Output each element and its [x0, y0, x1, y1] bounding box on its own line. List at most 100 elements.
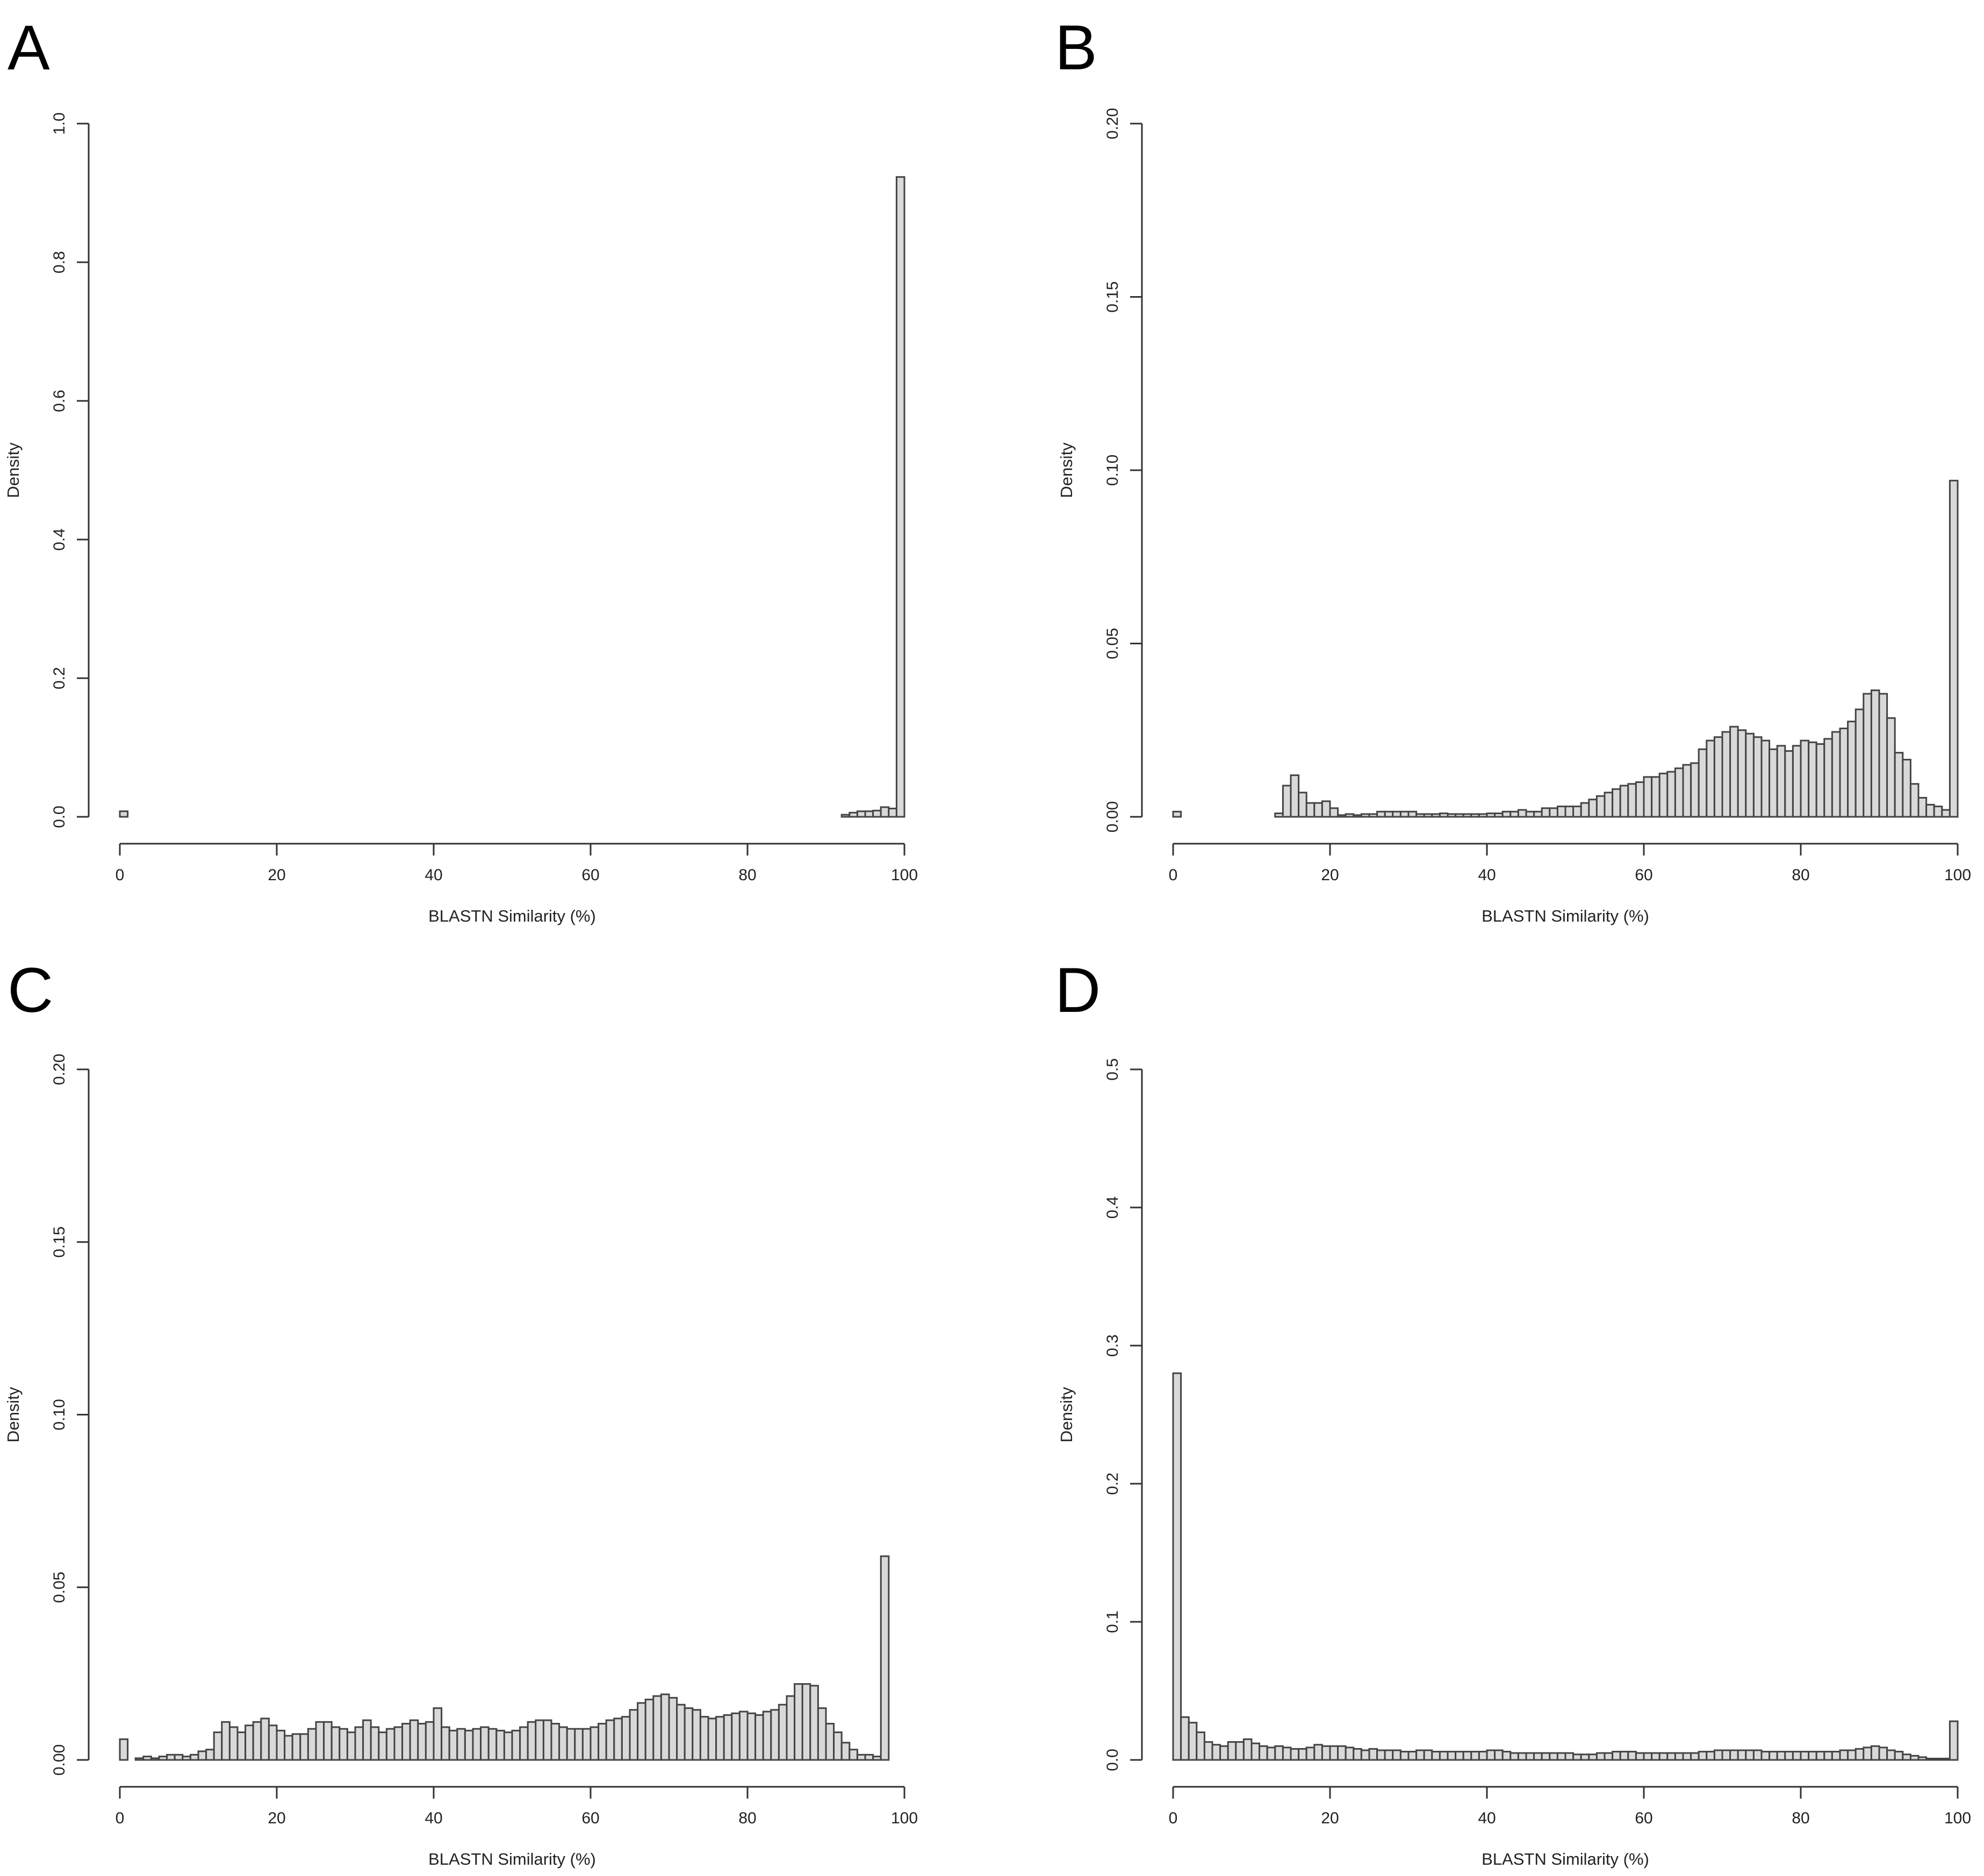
histogram-bar-c — [699, 1716, 709, 1761]
histogram-bar-c — [629, 1709, 639, 1761]
histogram-bar-c — [299, 1733, 309, 1761]
histogram-bar-d — [1815, 1751, 1825, 1761]
x-tick-label-d: 20 — [1321, 1809, 1339, 1827]
histogram-bar-d — [1800, 1751, 1810, 1761]
histogram-bar-d — [1353, 1748, 1362, 1761]
histogram-bar-c — [236, 1731, 247, 1761]
histogram-bar-b — [1729, 725, 1739, 818]
histogram-bar-b — [1706, 739, 1715, 818]
x-tick-label-a: 20 — [268, 866, 285, 884]
panel-label-c: C — [8, 955, 54, 1026]
x-tick-label-a: 40 — [425, 866, 442, 884]
histogram-bar-d — [1909, 1755, 1920, 1761]
histogram-bar-a — [856, 810, 866, 818]
histogram-bar-b — [1509, 810, 1519, 818]
histogram-bar-b — [1713, 736, 1723, 818]
histogram-bar-b — [1776, 745, 1786, 818]
histogram-bar-c — [723, 1714, 733, 1761]
histogram-bar-d — [1478, 1751, 1488, 1761]
histogram-bar-b — [1392, 810, 1401, 818]
histogram-bar-b — [1643, 776, 1653, 818]
histogram-bar-b — [1619, 785, 1629, 818]
y-tick-label-a: 1.0 — [51, 112, 68, 135]
y-tick-label-d: 0.4 — [1104, 1196, 1122, 1219]
y-tick-label-b: 0.00 — [1104, 801, 1122, 832]
histogram-bar-b — [1769, 748, 1778, 818]
histogram-bar-c — [252, 1721, 262, 1761]
histogram-bar-b — [1784, 750, 1794, 818]
histogram-bar-c — [354, 1726, 364, 1761]
histogram-bar-b — [1298, 792, 1307, 818]
x-tick-label-d: 80 — [1792, 1809, 1809, 1827]
y-axis-title-d: Density — [1057, 1386, 1076, 1442]
histogram-bar-d — [1706, 1751, 1715, 1761]
histogram-bar-c — [581, 1728, 592, 1761]
x-tick-label-c: 0 — [116, 1809, 125, 1827]
histogram-bar-b — [1407, 810, 1418, 818]
histogram-bar-b — [1823, 738, 1833, 818]
histogram-bar-c — [778, 1704, 788, 1761]
histogram-bar-c — [495, 1729, 505, 1761]
histogram-bar-d — [1242, 1738, 1253, 1761]
histogram-bar-c — [260, 1717, 270, 1761]
histogram-bar-c — [142, 1756, 152, 1761]
histogram-bar-c — [809, 1685, 819, 1761]
histogram-bar-b — [1399, 810, 1410, 818]
histogram-bar-c — [519, 1726, 529, 1761]
histogram-bar-d — [1595, 1752, 1606, 1761]
histogram-bar-c — [833, 1731, 843, 1761]
histogram-bar-c — [401, 1723, 411, 1761]
x-tick-label-d: 0 — [1169, 1809, 1178, 1827]
histogram-bar-b — [1439, 813, 1449, 818]
histogram-bar-c — [762, 1710, 772, 1761]
histogram-bar-b — [1752, 736, 1763, 818]
histogram-bar-c — [370, 1726, 380, 1761]
x-tick-label-b: 60 — [1635, 866, 1652, 884]
histogram-bar-d — [1878, 1746, 1888, 1761]
histogram-bar-d — [1941, 1757, 1951, 1761]
histogram-bar-d — [1501, 1751, 1512, 1761]
histogram-bar-c — [150, 1757, 160, 1761]
histogram-bar-b — [1721, 731, 1731, 818]
histogram-bar-b — [1894, 752, 1904, 818]
histogram-bar-c — [268, 1724, 278, 1761]
histogram-bar-d — [1769, 1751, 1778, 1761]
histogram-bar-c — [487, 1728, 498, 1761]
histogram-bar-d — [1305, 1746, 1316, 1761]
histogram-bar-c — [228, 1726, 239, 1761]
histogram-bar-d — [1729, 1749, 1739, 1761]
histogram-bar-c — [182, 1756, 191, 1761]
histogram-bar-b — [1321, 800, 1331, 818]
histogram-bar-c — [315, 1721, 325, 1761]
histogram-bar-b — [1847, 721, 1857, 818]
histogram-bar-d — [1666, 1752, 1676, 1761]
histogram-bar-c — [503, 1731, 513, 1761]
histogram-bar-a — [895, 176, 905, 818]
histogram-bar-d — [1423, 1749, 1433, 1761]
histogram-bar-c — [189, 1753, 199, 1761]
histogram-bar-b — [1305, 802, 1316, 818]
histogram-bar-d — [1407, 1751, 1418, 1761]
histogram-bar-a — [849, 811, 858, 818]
histogram-bar-c — [425, 1721, 435, 1761]
histogram-bar-c — [291, 1733, 301, 1761]
histogram-bar-b — [1878, 693, 1888, 818]
histogram-bar-b — [1737, 729, 1747, 818]
histogram-bar-d — [1494, 1749, 1504, 1761]
histogram-bar-d — [1580, 1753, 1590, 1761]
histogram-bar-c — [464, 1729, 474, 1761]
y-tick-label-a: 0.8 — [51, 251, 68, 274]
histogram-bar-d — [1298, 1748, 1307, 1761]
histogram-bar-b — [1839, 728, 1849, 818]
x-tick-label-a: 80 — [738, 866, 756, 884]
histogram-bar-b — [1533, 810, 1543, 818]
histogram-bar-b — [1368, 813, 1378, 818]
histogram-bar-b — [1431, 813, 1441, 818]
histogram-bar-b — [1870, 689, 1880, 818]
histogram-bar-b — [1595, 795, 1606, 818]
histogram-bar-b — [1447, 813, 1457, 818]
histogram-bar-d — [1870, 1745, 1880, 1761]
histogram-bar-d — [1517, 1752, 1527, 1761]
histogram-bar-b — [1345, 813, 1355, 818]
histogram-bar-d — [1384, 1749, 1394, 1761]
